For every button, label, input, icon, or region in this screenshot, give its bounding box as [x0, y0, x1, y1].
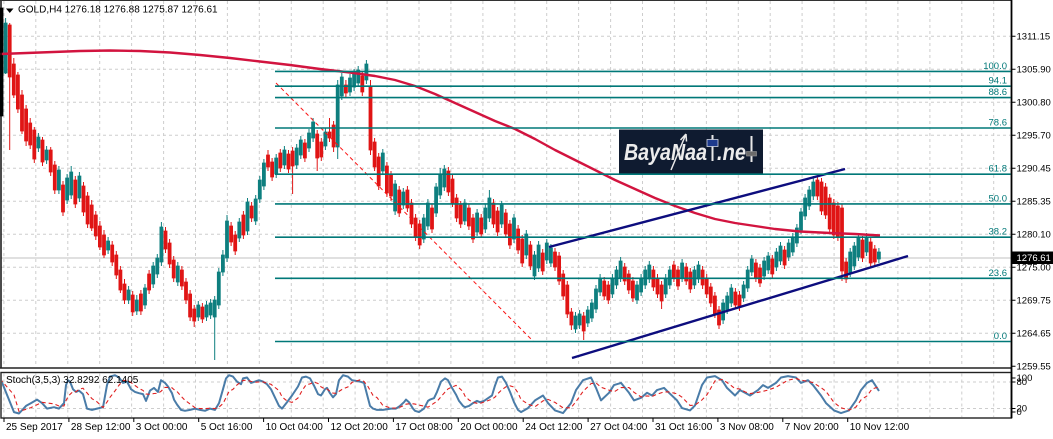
svg-text:1295.70: 1295.70	[1017, 131, 1051, 142]
svg-text:61.8: 61.8	[989, 164, 1008, 175]
svg-text:23.6: 23.6	[989, 268, 1008, 279]
svg-text:12 Oct 20:00: 12 Oct 20:00	[331, 422, 389, 433]
svg-text:1290.45: 1290.45	[1017, 164, 1051, 175]
svg-text:BayaNaa: BayaNaa	[624, 139, 707, 165]
svg-text:25 Sep 2017: 25 Sep 2017	[6, 422, 63, 433]
svg-text:28 Sep 12:00: 28 Sep 12:00	[71, 422, 131, 433]
svg-text:20 Oct 00:00: 20 Oct 00:00	[460, 422, 518, 433]
svg-text:24 Oct 12:00: 24 Oct 12:00	[525, 422, 583, 433]
svg-text:1280.10: 1280.10	[1017, 230, 1051, 241]
svg-text:94.1: 94.1	[989, 76, 1008, 87]
svg-text:1311.15: 1311.15	[1017, 32, 1051, 43]
svg-text:0: 0	[1017, 407, 1022, 418]
svg-text:1259.55: 1259.55	[1017, 362, 1051, 373]
svg-text:5 Oct 16:00: 5 Oct 16:00	[201, 422, 253, 433]
svg-text:100: 100	[1017, 373, 1033, 384]
svg-text:20: 20	[1017, 404, 1028, 415]
svg-text:3 Nov 08:00: 3 Nov 08:00	[720, 422, 774, 433]
svg-text:0.0: 0.0	[994, 331, 1007, 342]
svg-text:1300.80: 1300.80	[1017, 98, 1051, 109]
svg-text:GOLD,H4 1276.18 1276.88 1275.: GOLD,H4 1276.18 1276.88 1275.87 1276.61	[18, 5, 218, 16]
svg-text:1285.35: 1285.35	[1017, 197, 1051, 208]
svg-text:10 Nov 12:00: 10 Nov 12:00	[850, 422, 910, 433]
svg-text:Stoch(3,5,3) 32.8292 62.1405: Stoch(3,5,3) 32.8292 62.1405	[6, 375, 139, 386]
svg-text:27 Oct 04:00: 27 Oct 04:00	[590, 422, 648, 433]
svg-text:38.2: 38.2	[989, 227, 1008, 238]
svg-text:7 Nov 20:00: 7 Nov 20:00	[785, 422, 839, 433]
svg-text:31 Oct 16:00: 31 Oct 16:00	[655, 422, 713, 433]
svg-text:17 Oct 08:00: 17 Oct 08:00	[395, 422, 453, 433]
svg-text:88.6: 88.6	[989, 87, 1008, 98]
svg-text:78.6: 78.6	[989, 118, 1008, 129]
svg-text:1305.90: 1305.90	[1017, 65, 1051, 76]
svg-text:.ne: .ne	[717, 139, 746, 165]
svg-text:1269.75: 1269.75	[1017, 296, 1051, 307]
svg-text:80: 80	[1017, 377, 1028, 388]
svg-text:1264.65: 1264.65	[1017, 329, 1051, 340]
svg-text:100.0: 100.0	[983, 61, 1007, 72]
svg-text:1276.61: 1276.61	[1017, 253, 1051, 264]
svg-text:10 Oct 04:00: 10 Oct 04:00	[266, 422, 324, 433]
svg-text:50.0: 50.0	[989, 193, 1008, 204]
svg-text:3 Oct 00:00: 3 Oct 00:00	[136, 422, 188, 433]
svg-text:1275.00: 1275.00	[1017, 263, 1051, 274]
